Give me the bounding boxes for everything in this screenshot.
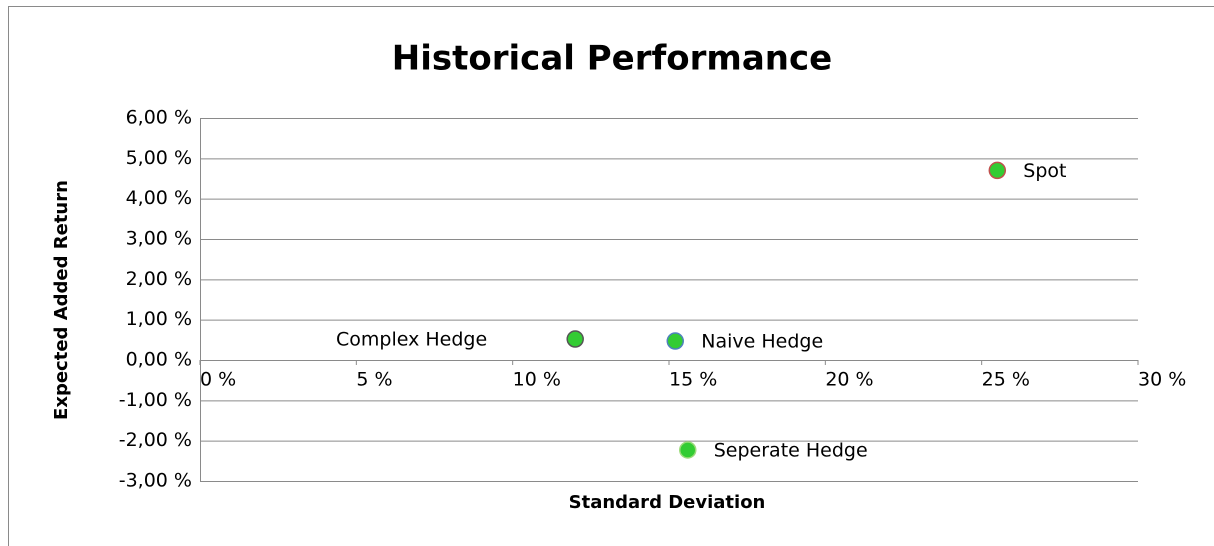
point	[679, 441, 697, 459]
y-tick-label: 1,00 %	[126, 308, 192, 330]
y-tick-label: -1,00 %	[119, 389, 192, 411]
point-label: Seperate Hedge	[714, 439, 868, 461]
y-tick-label: 4,00 %	[126, 187, 192, 209]
x-tick-label: 0 %	[200, 369, 236, 391]
x-tick-label: 20 %	[825, 369, 873, 391]
point-label: Spot	[1023, 160, 1066, 182]
y-tick-label: 6,00 %	[126, 107, 192, 129]
y-tick-label: -3,00 %	[119, 470, 192, 492]
x-tick-label: 15 %	[669, 369, 717, 391]
x-tick-label: 10 %	[513, 369, 561, 391]
point	[666, 332, 685, 350]
y-tick-label: 3,00 %	[126, 228, 192, 250]
chart-title: Historical Performance	[392, 39, 832, 79]
point-label: Complex Hedge	[336, 329, 487, 351]
y-tick-label: 5,00 %	[126, 147, 192, 169]
x-tick-label: 25 %	[982, 369, 1030, 391]
point	[566, 330, 584, 348]
point	[988, 161, 1007, 180]
y-axis-title: Expected Added Return	[51, 180, 72, 420]
point-label: Naive Hedge	[701, 331, 823, 353]
y-tick-label: -2,00 %	[119, 429, 192, 451]
y-tick-label: 2,00 %	[126, 268, 192, 290]
x-tick-label: 30 %	[1138, 369, 1186, 391]
x-tick-label: 5 %	[356, 369, 392, 391]
x-axis-title: Standard Deviation	[569, 492, 766, 513]
y-tick-label: 0,00 %	[126, 349, 192, 371]
chart-frame	[8, 6, 1214, 546]
